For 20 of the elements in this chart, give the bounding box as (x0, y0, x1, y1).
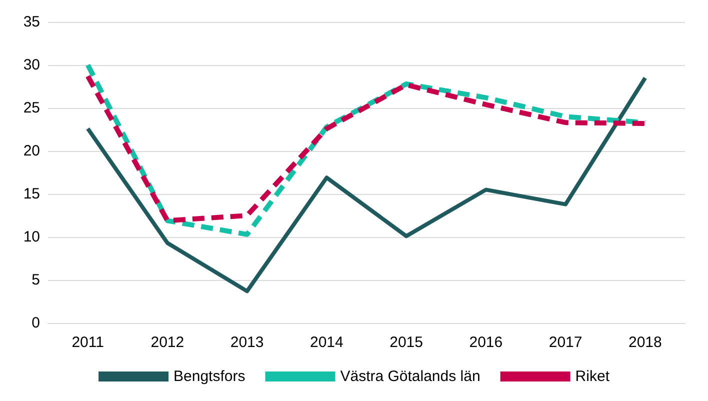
y-tick-label: 20 (23, 142, 40, 160)
legend-label: Bengtsfors (174, 368, 246, 385)
y-tick-label: 30 (23, 56, 40, 74)
y-tick-label: 15 (23, 186, 40, 202)
y-tick-label: 35 (23, 14, 40, 30)
x-tick-label: 2013 (230, 334, 264, 351)
y-tick-label: 10 (23, 228, 40, 246)
x-tick-label: 2016 (469, 334, 503, 351)
line-series (86, 76, 648, 294)
y-tick-label: 5 (32, 272, 40, 288)
x-tick-label: 2011 (72, 334, 104, 351)
x-tick-label: 2012 (150, 334, 184, 351)
x-tick-label: 2014 (310, 334, 344, 351)
legend-label: Västra Götalands län (340, 368, 480, 385)
legend-label: Riket (575, 368, 610, 385)
y-tick-label: 25 (23, 100, 40, 116)
x-tick-label: 2018 (628, 334, 662, 351)
y-tick-label: 0 (32, 314, 40, 332)
x-tick-label: 2015 (390, 334, 423, 351)
x-tick-label: 2017 (548, 334, 582, 351)
